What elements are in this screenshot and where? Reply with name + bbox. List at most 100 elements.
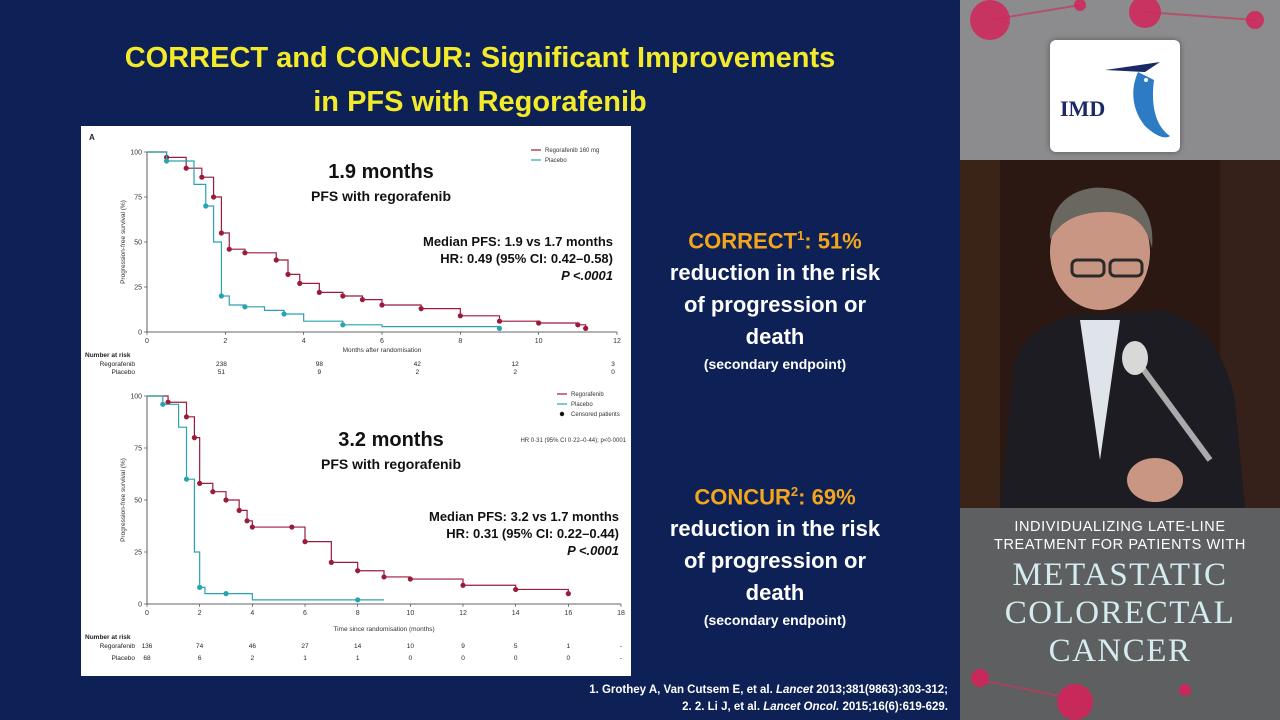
chart-a-panel-label: A: [89, 133, 95, 142]
chart-a-series-placebo-point: [218, 293, 225, 299]
chart-b-risk-value: 5: [514, 643, 518, 650]
molecule-decoration: [970, 0, 1264, 40]
chart-a-series-regorafenib-point: [496, 318, 503, 324]
chart-b-risk-value: 1: [303, 655, 307, 662]
correct-name: CORRECT: [688, 228, 798, 254]
chart-a-series-regorafenib-point: [226, 246, 232, 252]
km-figure: A 0 2 4 6 8 10 12 0 25 50 75 100 Months after randomi…: [81, 126, 631, 676]
banner-big-line-2: Colorectal: [1004, 595, 1236, 631]
chart-b-series-regorafenib-point: [223, 497, 229, 503]
chart-b-x-tick-label: 6: [303, 610, 307, 617]
chart-b-hr-small: HR 0·31 (95% CI 0·22–0·44); p<0·0001: [520, 438, 626, 444]
chart-b-x-tick-label: 16: [564, 610, 572, 617]
chart-b-title: 3.2 months: [338, 429, 444, 451]
chart-a-risk-header: Number at risk: [85, 352, 131, 359]
chart-a-median-pfs: Median PFS: 1.9 vs 1.7 months: [423, 234, 613, 249]
chart-a-y-tick-label: 0: [138, 330, 142, 337]
banner-big-line-3: Cancer: [1048, 633, 1192, 669]
concur-pct: : 69%: [798, 484, 856, 510]
chart-b-p-value: P <.0001: [567, 543, 619, 558]
chart-b-risk-value: 0: [567, 655, 571, 662]
chart-b-x-tick-label: 4: [250, 610, 254, 617]
chart-b-series-regorafenib-point: [191, 435, 197, 441]
chart-a-y-tick-label: 100: [130, 150, 142, 157]
slide-title: CORRECT and CONCUR: Significant Improvem…: [40, 36, 920, 124]
banner-big-text: Metastatic Colorectal Cancer: [960, 556, 1280, 670]
chart-b-legend-label: Regorafenib: [571, 392, 604, 398]
chart-a-series-regorafenib-point: [199, 174, 205, 180]
chart-b-series-regorafenib-point: [197, 480, 203, 486]
references: 1. Grothey A, Van Cutsem E, et al. Lance…: [400, 682, 948, 716]
chart-b-risk-value: 9: [461, 643, 465, 650]
chart-b-x-tick-label: 0: [145, 610, 149, 617]
chart-b-x-tick-label: 14: [512, 610, 520, 617]
slide: CORRECT and CONCUR: Significant Improvem…: [40, 36, 948, 716]
chart-b-risk-value: 2: [251, 655, 255, 662]
chart-a-series-placebo-point: [496, 325, 503, 331]
chart-a-x-tick-label: 10: [535, 338, 543, 345]
speaker-silhouette: [960, 160, 1280, 508]
chart-b-series-placebo-point: [183, 476, 190, 482]
chart-b-series-regorafenib-point: [565, 591, 571, 597]
chart-b-series-placebo-point: [355, 597, 361, 603]
reference-1: 1. Grothey A, Van Cutsem E, et al. Lance…: [400, 682, 948, 699]
chart-a-series-placebo-point: [203, 203, 209, 209]
chart-b-subtitle: PFS with regorafenib: [321, 456, 461, 472]
chart-b-series-regorafenib-point: [328, 559, 334, 565]
correct-sup: 1: [797, 228, 805, 243]
chart-a-hazard-ratio: HR: 0.49 (95% CI: 0.42–0.58): [440, 251, 613, 266]
chart-a-x-tick-label: 4: [302, 338, 306, 345]
chart-b-risk-value: 0: [514, 655, 518, 662]
imd-logo: IMD: [1050, 40, 1180, 152]
chart-a-series-placebo-point: [340, 322, 346, 328]
chart-a-series-regorafenib-point: [273, 257, 279, 263]
chart-a-series-regorafenib-point: [340, 293, 346, 299]
chart-b-series-placebo-point: [197, 584, 203, 590]
ref2-post: 2015;16(6):619-629.: [839, 701, 949, 713]
chart-a-series-regorafenib-point: [297, 280, 303, 286]
chart-a-series-regorafenib-point: [210, 194, 217, 200]
ref1-post: 2013;381(9863):303-312;: [813, 684, 948, 696]
chart-b-series-regorafenib-point: [210, 489, 216, 495]
chart-b-x-axis-label: Time since randomisation (months): [333, 626, 434, 633]
sidebar: IMD INDIVIDUALIZING LATE-LINE TREATMENT …: [960, 0, 1280, 720]
chart-b-series-placebo-point: [223, 591, 229, 597]
banner-molecule-decoration: [971, 669, 1191, 720]
chart-b-x-tick-label: 18: [617, 610, 625, 617]
concur-name: CONCUR: [694, 484, 791, 510]
chart-b-series-regorafenib-point: [407, 576, 413, 582]
sidebar-logo-panel: IMD: [960, 0, 1280, 160]
chart-b-series-regorafenib-point: [165, 399, 171, 405]
chart-b-y-tick-label: 50: [134, 498, 142, 505]
chart-a-risk-row-label: Placebo: [112, 369, 136, 376]
chart-b-hazard-ratio: HR: 0.31 (95% CI: 0.22–0.44): [446, 526, 619, 541]
chart-b-risk-value: 6: [198, 655, 202, 662]
chart-a-series-placebo-point: [281, 311, 287, 317]
chart-a-y-tick-label: 50: [134, 240, 142, 247]
chart-b-risk-header: Number at risk: [85, 634, 131, 641]
chart-b-risk-value: 136: [142, 643, 153, 650]
chart-b-risk-value: 1: [356, 655, 360, 662]
chart-b-series-placebo-line: [147, 395, 384, 601]
chart-b-risk-value: -: [620, 655, 622, 662]
concur-note: (secondary endpoint): [703, 612, 847, 629]
chart-b-x-tick-label: 10: [406, 610, 414, 617]
chart-a-x-axis-label: Months after randomisation: [343, 347, 422, 354]
correct-line-4: death: [745, 324, 805, 350]
chart-b-risk-value: 74: [196, 643, 204, 650]
banner-big-line-1: Metastatic: [1012, 557, 1228, 593]
chart-b-risk-value: 46: [249, 643, 257, 650]
chart-b-risk-value: 0: [409, 655, 413, 662]
chart-b-series-regorafenib-point: [244, 518, 250, 524]
correct-line-3: of progression or: [683, 292, 867, 318]
chart-b-legend-label: Censored patients: [571, 412, 620, 418]
chart-b-series-regorafenib-point: [355, 568, 361, 574]
chart-a-risk-value: 51: [218, 369, 226, 376]
chart-a-p-value: P <.0001: [561, 268, 613, 283]
chart-a-series-regorafenib-point: [418, 306, 424, 312]
chart-a-series-regorafenib-point: [316, 289, 322, 295]
concur-line-4: death: [745, 580, 805, 606]
chart-b-series-regorafenib-point: [236, 507, 242, 513]
concur-sup: 2: [790, 484, 799, 499]
chart-a-series-placebo-point: [242, 304, 248, 310]
